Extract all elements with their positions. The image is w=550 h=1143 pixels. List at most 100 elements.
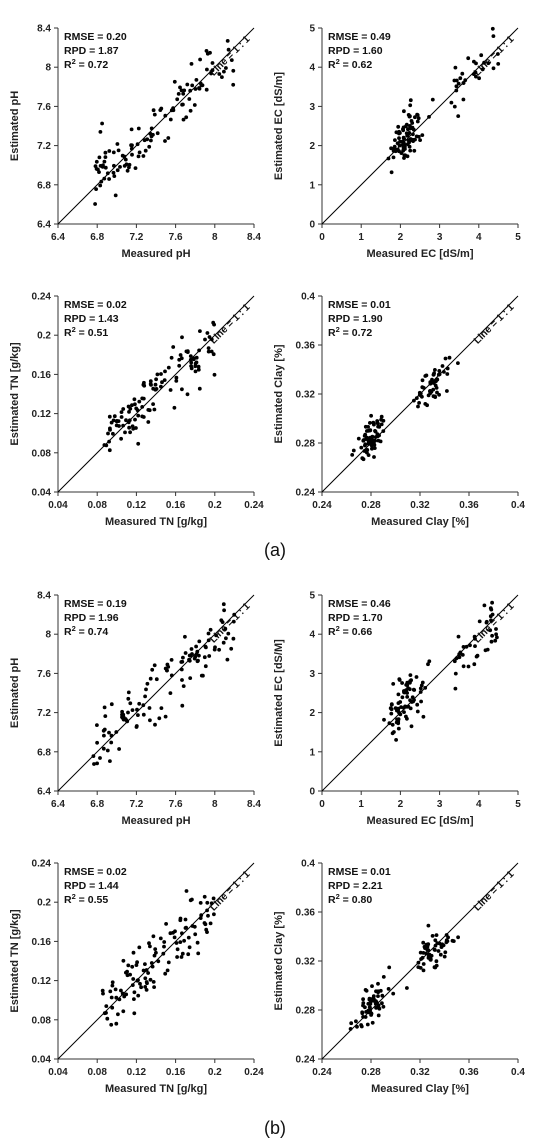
scatter-chart-5: 6.4 6.8 7.2 7.6 8 8.4 6.4 6.8 7.2 7.6 8 8.4 Measured… xyxy=(9,591,261,828)
data-point xyxy=(126,690,131,695)
y-tick-label: 4 xyxy=(309,630,315,641)
data-point xyxy=(111,170,116,175)
data-point xyxy=(149,961,154,965)
x-tick-label: 1 xyxy=(358,232,364,243)
data-point xyxy=(171,930,175,935)
data-point xyxy=(145,681,150,686)
data-point xyxy=(107,448,112,453)
stat-1: RMSE = 0.20 xyxy=(64,31,127,43)
data-point xyxy=(376,981,380,986)
x-tick-label: 0.4 xyxy=(511,500,525,511)
data-point xyxy=(149,138,153,143)
stat-2: RPD = 1.96 xyxy=(64,612,119,624)
data-point xyxy=(420,133,425,138)
data-point xyxy=(156,959,161,964)
data-point xyxy=(194,78,199,82)
data-point xyxy=(92,762,96,766)
data-point xyxy=(136,993,141,998)
x-tick-label: 0.24 xyxy=(244,1067,264,1078)
data-point xyxy=(412,148,417,153)
data-point xyxy=(163,714,168,719)
data-point xyxy=(456,114,461,118)
data-point xyxy=(364,988,369,993)
stat-2: RPD = 1.44 xyxy=(64,880,119,892)
data-point xyxy=(182,938,187,943)
data-point xyxy=(124,418,128,423)
data-point xyxy=(144,968,149,972)
y-axis-label: Estimated pH xyxy=(9,658,21,728)
data-point xyxy=(456,81,461,86)
stat-1: RMSE = 0.02 xyxy=(64,299,127,311)
data-point xyxy=(166,960,171,965)
data-point xyxy=(394,738,398,742)
data-point xyxy=(130,964,135,969)
data-point xyxy=(132,1011,137,1016)
x-tick-label: 0.24 xyxy=(244,500,264,511)
data-point xyxy=(132,997,136,1001)
data-point xyxy=(197,86,202,91)
x-tick-label: 7.2 xyxy=(129,232,143,243)
data-point xyxy=(103,155,108,160)
data-point xyxy=(206,913,210,918)
data-point xyxy=(179,88,184,93)
data-point xyxy=(125,973,130,978)
data-point xyxy=(380,1001,384,1006)
data-point xyxy=(163,113,168,118)
data-point xyxy=(172,935,177,940)
data-point xyxy=(388,706,393,711)
data-point xyxy=(458,76,463,81)
data-point xyxy=(354,1019,358,1024)
data-point xyxy=(125,969,129,974)
data-point xyxy=(405,986,409,990)
stat-1: RMSE = 0.46 xyxy=(328,598,391,610)
y-tick-label: 6.8 xyxy=(37,180,51,191)
data-point xyxy=(137,701,142,706)
data-point xyxy=(140,405,145,409)
data-point xyxy=(418,391,423,396)
data-point xyxy=(430,934,435,938)
data-point xyxy=(133,166,138,171)
data-point xyxy=(102,443,107,447)
data-point xyxy=(414,675,419,679)
data-point xyxy=(416,404,420,409)
data-point xyxy=(359,1023,363,1027)
data-point xyxy=(418,966,423,970)
data-point xyxy=(193,87,198,91)
data-point xyxy=(408,706,413,711)
data-point xyxy=(188,108,193,113)
data-point xyxy=(196,364,201,369)
data-point xyxy=(181,91,186,96)
data-point xyxy=(111,431,115,436)
data-point xyxy=(452,659,457,664)
data-point xyxy=(194,644,199,649)
data-point xyxy=(128,430,133,435)
data-point xyxy=(192,103,197,107)
data-point xyxy=(151,934,156,939)
data-point xyxy=(414,396,419,400)
data-point xyxy=(418,950,423,955)
x-axis-label: Measured TN [g/kg] xyxy=(105,1083,207,1095)
data-point xyxy=(148,944,152,949)
data-point xyxy=(360,456,365,461)
data-point xyxy=(103,165,108,170)
x-tick-label: 7.6 xyxy=(169,232,183,243)
data-point xyxy=(477,76,481,81)
data-point xyxy=(169,673,174,678)
data-point xyxy=(198,81,203,86)
data-point xyxy=(491,66,496,71)
data-point xyxy=(136,154,141,159)
data-point xyxy=(141,396,146,401)
data-point xyxy=(189,647,194,651)
data-point xyxy=(98,183,103,188)
data-point xyxy=(181,684,186,688)
data-point xyxy=(372,446,377,450)
data-point xyxy=(460,653,465,657)
data-point xyxy=(123,430,127,435)
data-point xyxy=(122,164,127,168)
line-label: Line = 1 : 1 xyxy=(472,34,517,79)
data-point xyxy=(231,82,236,87)
data-point xyxy=(110,983,115,988)
scatter-chart-4: 0.24 0.28 0.32 0.36 0.4 0.24 0.28 0.32 0.36 0.4 Me… xyxy=(273,292,525,529)
one-to-one-line xyxy=(321,862,519,1060)
